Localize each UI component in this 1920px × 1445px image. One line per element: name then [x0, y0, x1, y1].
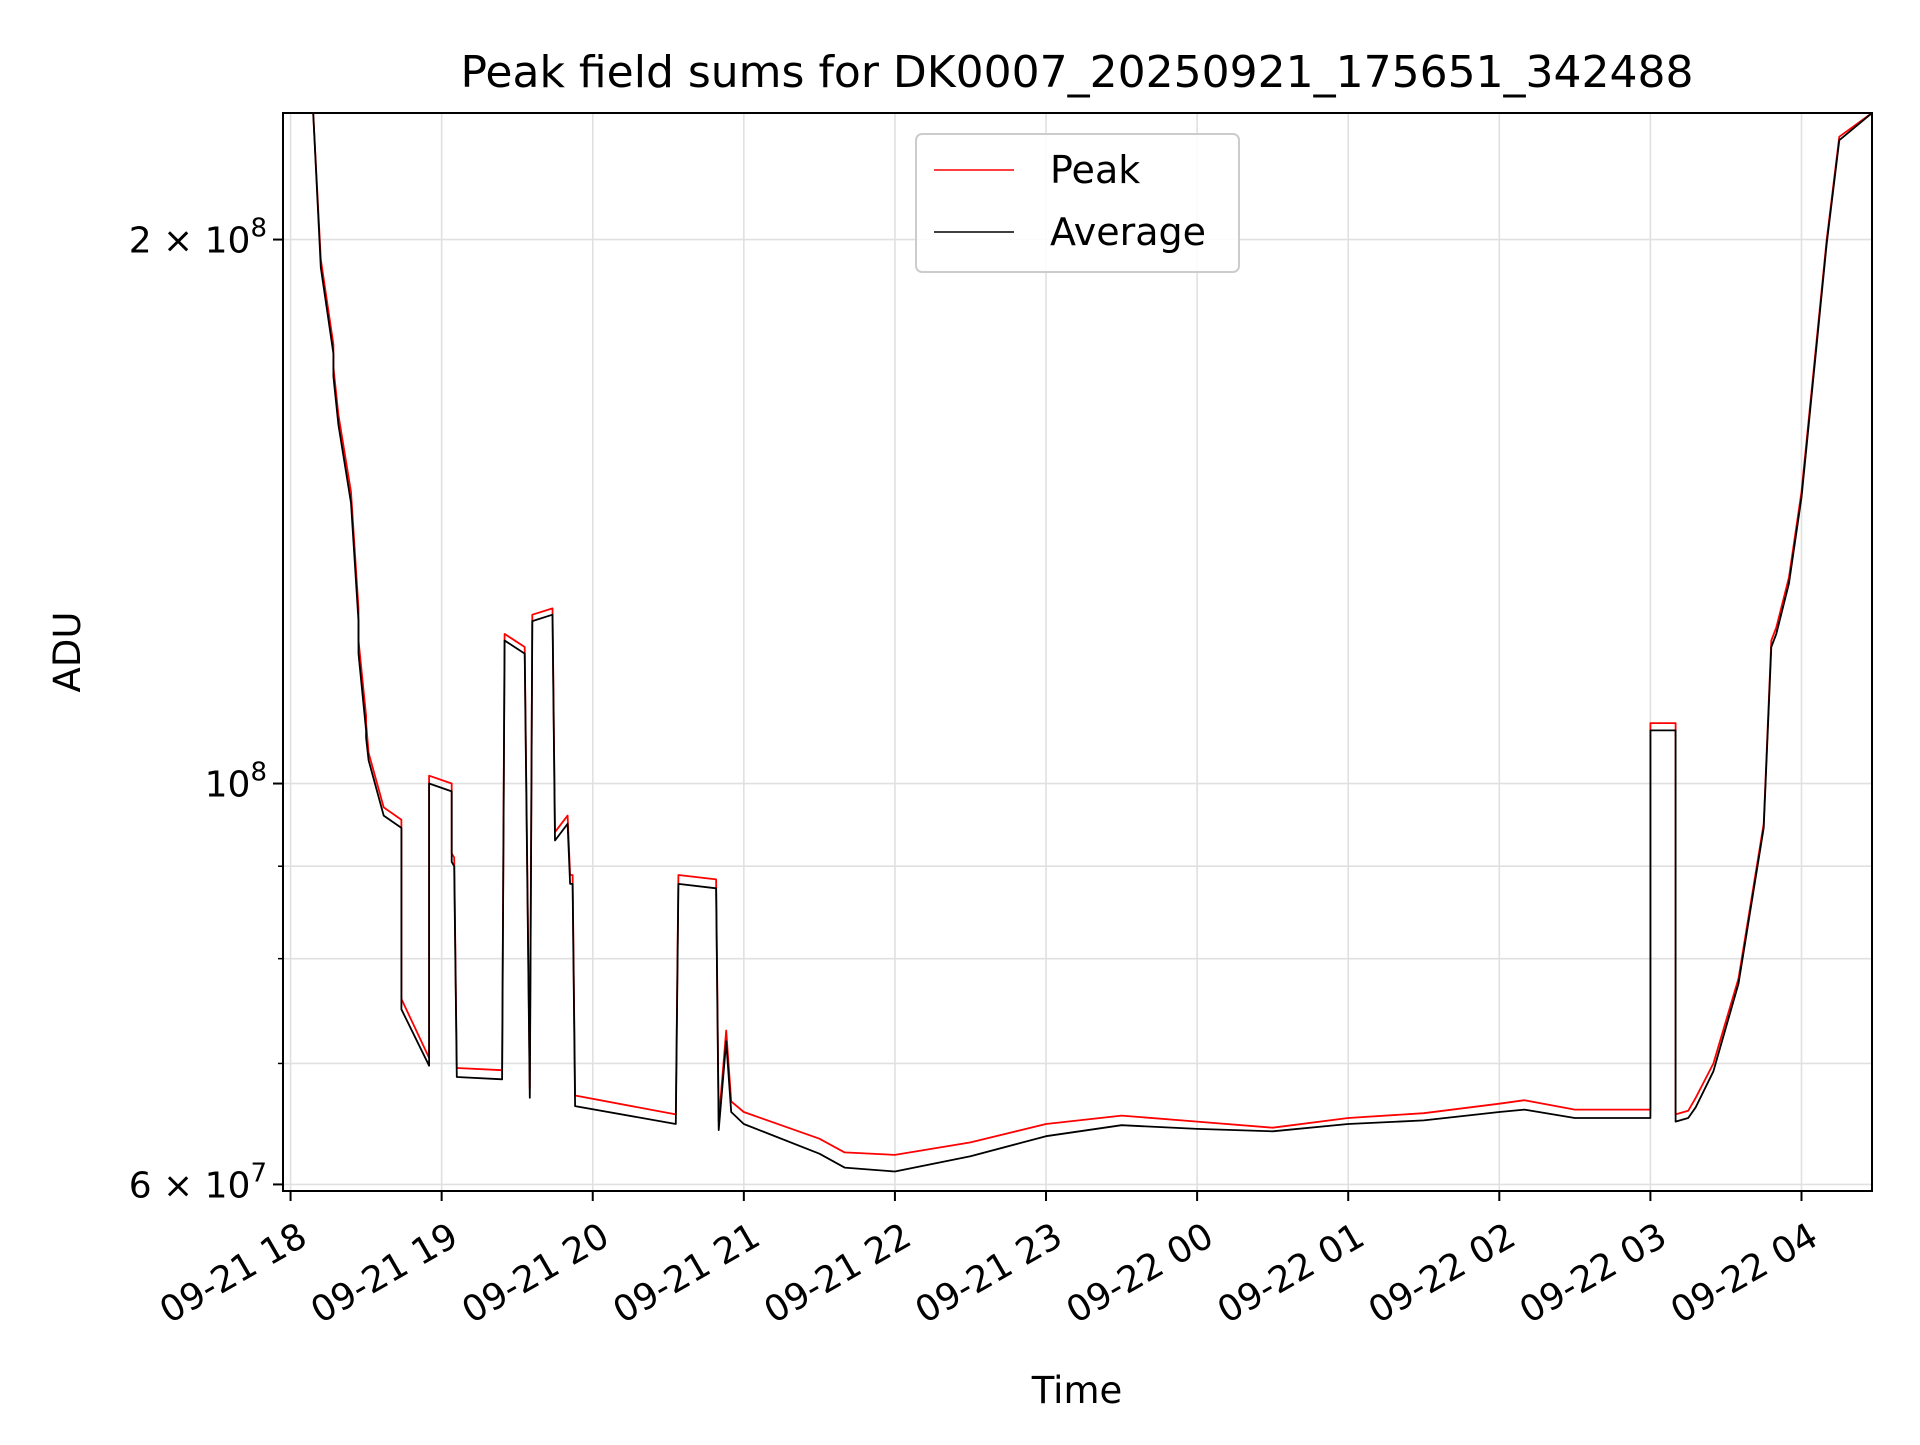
grid-lines	[283, 113, 1872, 1191]
legend-box	[915, 133, 1240, 273]
series-layer	[283, 112, 1873, 1173]
y-tick-label: 6 × 107	[129, 1158, 267, 1206]
series-line-peak	[283, 112, 1873, 1156]
legend: Peak Average	[915, 133, 1240, 273]
y-tick-label: 108	[205, 758, 267, 806]
y-axis-ticks: 6 × 107 108 2 × 108	[129, 214, 283, 1206]
legend-label-peak: Peak	[1050, 148, 1140, 192]
series-line-average	[283, 112, 1873, 1173]
x-axis-label: Time	[1031, 1369, 1123, 1412]
y-tick-label: 2 × 108	[129, 214, 267, 262]
legend-label-average: Average	[1050, 210, 1206, 254]
y-axis-label: ADU	[46, 612, 89, 693]
chart-title: Peak field sums for DK0007_20250921_1756…	[460, 47, 1693, 98]
plot-frame	[282, 112, 1873, 1192]
